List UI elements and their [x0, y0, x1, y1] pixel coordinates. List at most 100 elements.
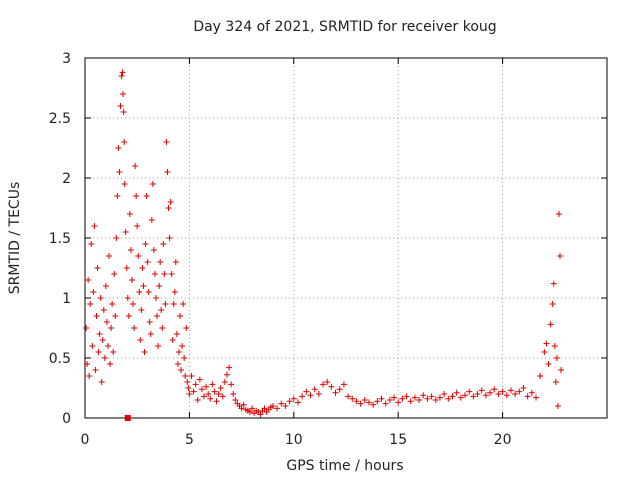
data-point [495, 391, 502, 397]
data-point [391, 394, 398, 401]
data-point [361, 397, 368, 403]
data-point [249, 405, 256, 412]
data-point [128, 277, 135, 283]
data-point [449, 393, 456, 400]
data-point [156, 283, 163, 289]
data-point [462, 392, 469, 399]
data-point [303, 388, 310, 395]
data-point [184, 379, 191, 385]
data-point [163, 139, 170, 145]
data-point [545, 361, 552, 367]
data-point [299, 393, 306, 400]
data-point [185, 385, 192, 391]
data-point [274, 405, 281, 412]
data-point [403, 393, 410, 400]
data-point [553, 355, 560, 361]
chart-title: Day 324 of 2021, SRMTID for receiver kou… [193, 19, 496, 35]
data-point [230, 391, 237, 397]
data-point [213, 398, 220, 405]
data-point [278, 400, 285, 407]
data-point [134, 223, 141, 229]
data-point [512, 391, 519, 397]
data-point [336, 386, 343, 393]
data-point [324, 379, 331, 385]
data-point [106, 253, 113, 259]
data-point [307, 392, 314, 399]
data-point [159, 325, 166, 331]
data-point [192, 381, 199, 388]
data-point [172, 259, 179, 265]
data-point [123, 265, 130, 271]
data-point [89, 343, 96, 349]
data-point [96, 331, 103, 337]
data-point [178, 367, 185, 373]
x-axis-label: GPS time / hours [286, 458, 403, 474]
data-point [167, 199, 174, 205]
data-point [121, 181, 128, 187]
data-point [547, 321, 554, 328]
data-point [340, 381, 347, 388]
y-tick-label: 2.5 [49, 111, 71, 127]
data-point [399, 395, 406, 402]
data-point [110, 349, 117, 355]
data-point [290, 395, 297, 402]
data-point [98, 379, 105, 385]
y-axis-label: SRMTID / TECUs [7, 182, 23, 295]
data-point [370, 401, 377, 408]
data-point [174, 361, 181, 367]
data-point [520, 385, 527, 391]
data-point [541, 349, 548, 355]
data-point [365, 399, 372, 406]
data-point [148, 217, 155, 223]
data-point [83, 325, 90, 331]
data-point [139, 265, 146, 271]
data-point [160, 241, 167, 247]
data-point [332, 389, 339, 396]
data-point [516, 388, 523, 395]
x-tick-label: 20 [494, 432, 512, 448]
data-point [286, 398, 293, 405]
data-point [378, 395, 385, 402]
data-point [177, 313, 184, 319]
data-point [445, 395, 452, 402]
data-point [328, 383, 335, 390]
data-point [457, 394, 464, 401]
x-tick-label: 10 [285, 432, 303, 448]
data-point [552, 379, 559, 385]
data-point [554, 403, 561, 409]
data-point [315, 391, 322, 397]
data-point [154, 313, 161, 319]
data-point [374, 398, 381, 405]
data-point [416, 397, 423, 403]
data-point [238, 405, 245, 412]
data-point [424, 395, 431, 402]
data-point [122, 229, 129, 235]
data-point [558, 367, 565, 373]
data-point [482, 392, 489, 399]
data-point [112, 313, 119, 319]
data-point [126, 211, 133, 217]
data-point [196, 376, 203, 383]
data-point [528, 389, 535, 396]
data-point [157, 259, 164, 265]
data-point [133, 193, 140, 199]
data-point [152, 295, 159, 301]
data-point [93, 313, 100, 319]
data-point [173, 331, 180, 337]
data-point [240, 401, 247, 408]
data-point [104, 343, 111, 349]
x-tick-label: 0 [81, 432, 90, 448]
data-point [103, 319, 110, 325]
x-tick-label: 5 [185, 432, 194, 448]
data-point [436, 394, 443, 401]
axis-ticks: 0 5 10 15 20 0 0.5 1 1.5 2 2.5 3 [49, 51, 607, 448]
data-point [131, 325, 138, 331]
data-point [95, 349, 102, 355]
data-point [181, 355, 188, 361]
data-point [144, 259, 151, 265]
data-point [382, 400, 389, 407]
data-point [142, 241, 149, 247]
data-point [420, 392, 427, 399]
y-tick-label: 2 [62, 171, 71, 187]
data-point [194, 397, 201, 403]
